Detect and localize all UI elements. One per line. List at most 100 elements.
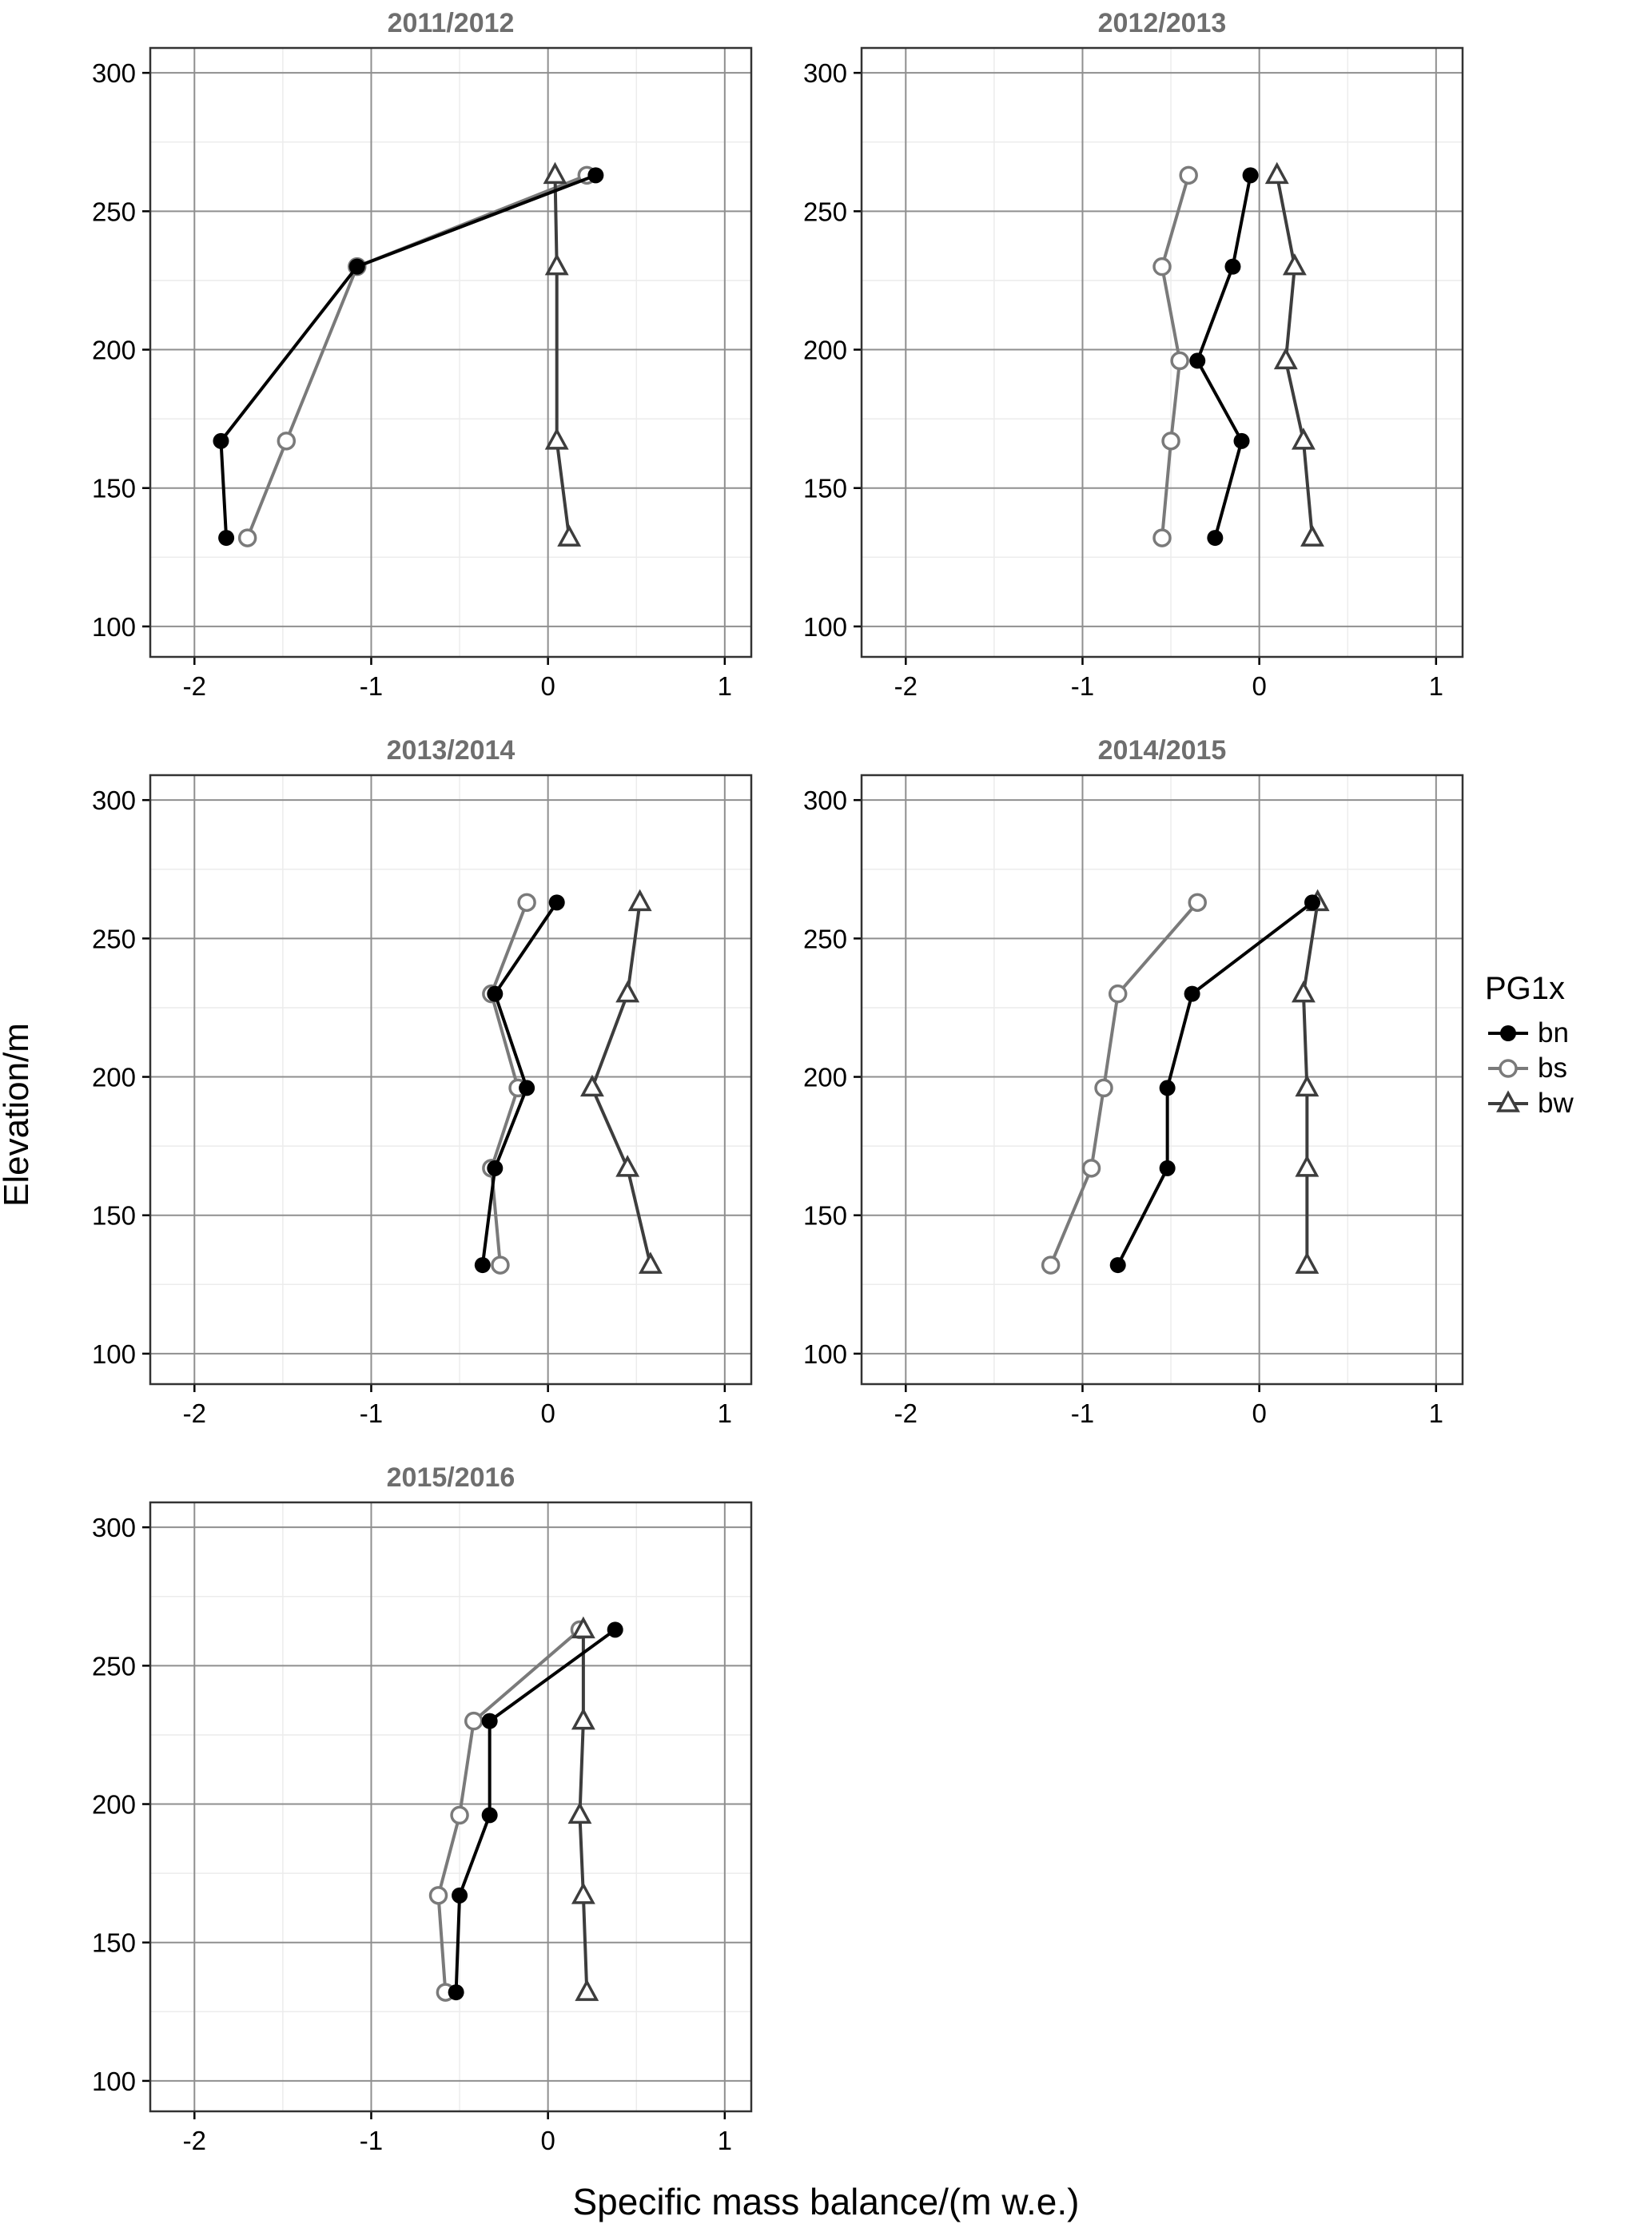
marker-bs bbox=[491, 1255, 510, 1275]
marker-bn bbox=[487, 1160, 504, 1176]
y-tick-label: 100 bbox=[803, 1339, 847, 1369]
x-tick-label: 1 bbox=[1429, 1398, 1443, 1428]
series-line-bw bbox=[553, 173, 571, 540]
x-tick-label: -1 bbox=[1071, 1398, 1094, 1428]
y-tick-label: 250 bbox=[803, 197, 847, 226]
series-bn bbox=[213, 167, 604, 547]
panel-background bbox=[862, 48, 1463, 657]
panel-border bbox=[860, 774, 1464, 1386]
marker-bw bbox=[567, 1801, 592, 1824]
marker-bw bbox=[615, 980, 640, 1003]
marker-bs bbox=[277, 432, 297, 451]
legend-label-bn: bn bbox=[1538, 1017, 1569, 1048]
series-bs bbox=[1041, 893, 1207, 1275]
series-bw bbox=[579, 889, 663, 1274]
y-tick-label: 300 bbox=[803, 58, 847, 88]
x-tick-label: -2 bbox=[894, 671, 918, 701]
y-tick-label: 200 bbox=[803, 1063, 847, 1092]
marker-bw bbox=[543, 161, 567, 185]
x-tick-label: -1 bbox=[360, 1398, 383, 1428]
grid-minor bbox=[862, 48, 1463, 657]
facet-title: 2011/2012 bbox=[388, 8, 515, 38]
series-line-bn bbox=[219, 173, 598, 540]
panel-2014-2015: -2 -1 0 1 100 150 200 250 300 2014/2015 bbox=[803, 735, 1464, 1428]
facet-title: 2012/2013 bbox=[1098, 8, 1227, 38]
marker-bn bbox=[519, 1080, 535, 1096]
legend-marker-bw bbox=[1496, 1090, 1520, 1112]
y-tick-label: 250 bbox=[92, 1651, 136, 1681]
marker-bn bbox=[1224, 258, 1241, 275]
axis-ticks: -2 -1 0 1 100 150 200 250 300 bbox=[803, 786, 1443, 1428]
grid-minor bbox=[150, 775, 751, 1384]
marker-bn bbox=[607, 1621, 623, 1638]
marker-bw bbox=[544, 428, 569, 450]
legend-label-bw: bw bbox=[1538, 1088, 1574, 1119]
marker-bn bbox=[587, 167, 604, 184]
marker-bw bbox=[575, 1979, 599, 2001]
marker-bn bbox=[1159, 1160, 1176, 1176]
legend-title: PG1x bbox=[1485, 971, 1566, 1006]
y-tick-label: 300 bbox=[803, 786, 847, 815]
marker-bn bbox=[481, 1807, 498, 1824]
y-tick-label: 300 bbox=[92, 1513, 136, 1542]
x-tick-label: -2 bbox=[894, 1398, 918, 1428]
panel-border bbox=[149, 774, 753, 1386]
marker-bn bbox=[1189, 352, 1206, 369]
legend-item-bw: bw bbox=[1485, 1087, 1649, 1120]
y-tick-label: 200 bbox=[92, 1063, 136, 1092]
y-tick-label: 200 bbox=[803, 336, 847, 365]
x-tick-label: 1 bbox=[1429, 671, 1443, 701]
legend-item-bs: bs bbox=[1485, 1052, 1649, 1085]
marker-bs bbox=[237, 528, 257, 547]
legend-marker-bs bbox=[1499, 1059, 1518, 1078]
y-tick-label: 250 bbox=[92, 924, 136, 953]
marker-bs bbox=[1179, 165, 1198, 185]
panel-2012-2013: -2 -1 0 1 100 150 200 250 300 2012/2013 bbox=[803, 8, 1464, 701]
x-tick-label: 0 bbox=[1252, 1398, 1266, 1428]
marker-bw bbox=[1282, 253, 1307, 276]
series-bs bbox=[1152, 165, 1198, 547]
marker-bw bbox=[1295, 1155, 1320, 1177]
x-tick-label: 0 bbox=[540, 1398, 555, 1428]
marker-bw bbox=[627, 889, 652, 912]
x-axis-label: Specific mass balance/(m w.e.) bbox=[572, 2181, 1080, 2222]
marker-bs bbox=[1152, 528, 1172, 547]
marker-bn bbox=[448, 1984, 464, 2001]
marker-bs bbox=[428, 1886, 448, 1905]
x-tick-label: -2 bbox=[183, 671, 206, 701]
marker-bn bbox=[452, 1887, 468, 1904]
facet-title: 2013/2014 bbox=[387, 735, 516, 766]
marker-bw bbox=[615, 1155, 640, 1177]
panel-border bbox=[149, 46, 753, 658]
series-bn bbox=[448, 1621, 623, 2001]
panel-2011-2012: -2 -1 0 1 100 150 200 250 300 2011/2012 bbox=[92, 8, 753, 701]
grid-minor bbox=[150, 48, 751, 657]
axis-ticks: -2 -1 0 1 100 150 200 250 300 bbox=[92, 1513, 732, 2155]
marker-bw bbox=[638, 1251, 663, 1274]
filled-circle-key-icon bbox=[1488, 1025, 1528, 1041]
y-tick-label: 300 bbox=[92, 786, 136, 815]
open-circle-key-icon bbox=[1488, 1059, 1528, 1078]
x-tick-label: 0 bbox=[540, 671, 555, 701]
y-tick-label: 300 bbox=[92, 58, 136, 88]
panel-background bbox=[150, 48, 751, 657]
y-tick-label: 250 bbox=[803, 924, 847, 953]
marker-bn bbox=[1207, 530, 1224, 547]
x-tick-label: 1 bbox=[718, 671, 732, 701]
legend-item-bn: bn bbox=[1485, 1017, 1649, 1050]
x-tick-label: 1 bbox=[718, 2126, 732, 2155]
x-tick-label: 0 bbox=[540, 2126, 555, 2155]
marker-bs bbox=[1108, 984, 1128, 1004]
marker-bn bbox=[218, 530, 235, 547]
facet-title: 2014/2015 bbox=[1098, 735, 1227, 766]
x-tick-label: 0 bbox=[1252, 671, 1266, 701]
axis-ticks: -2 -1 0 1 100 150 200 250 300 bbox=[92, 786, 732, 1428]
series-bw bbox=[567, 1616, 599, 2001]
grid-major bbox=[150, 775, 751, 1384]
series-bn bbox=[1109, 894, 1320, 1274]
marker-bn bbox=[1242, 167, 1259, 184]
facet-title: 2015/2016 bbox=[387, 1462, 516, 1493]
series-bw bbox=[543, 161, 582, 547]
marker-bs bbox=[1041, 1255, 1061, 1275]
marker-bn bbox=[474, 1257, 491, 1274]
